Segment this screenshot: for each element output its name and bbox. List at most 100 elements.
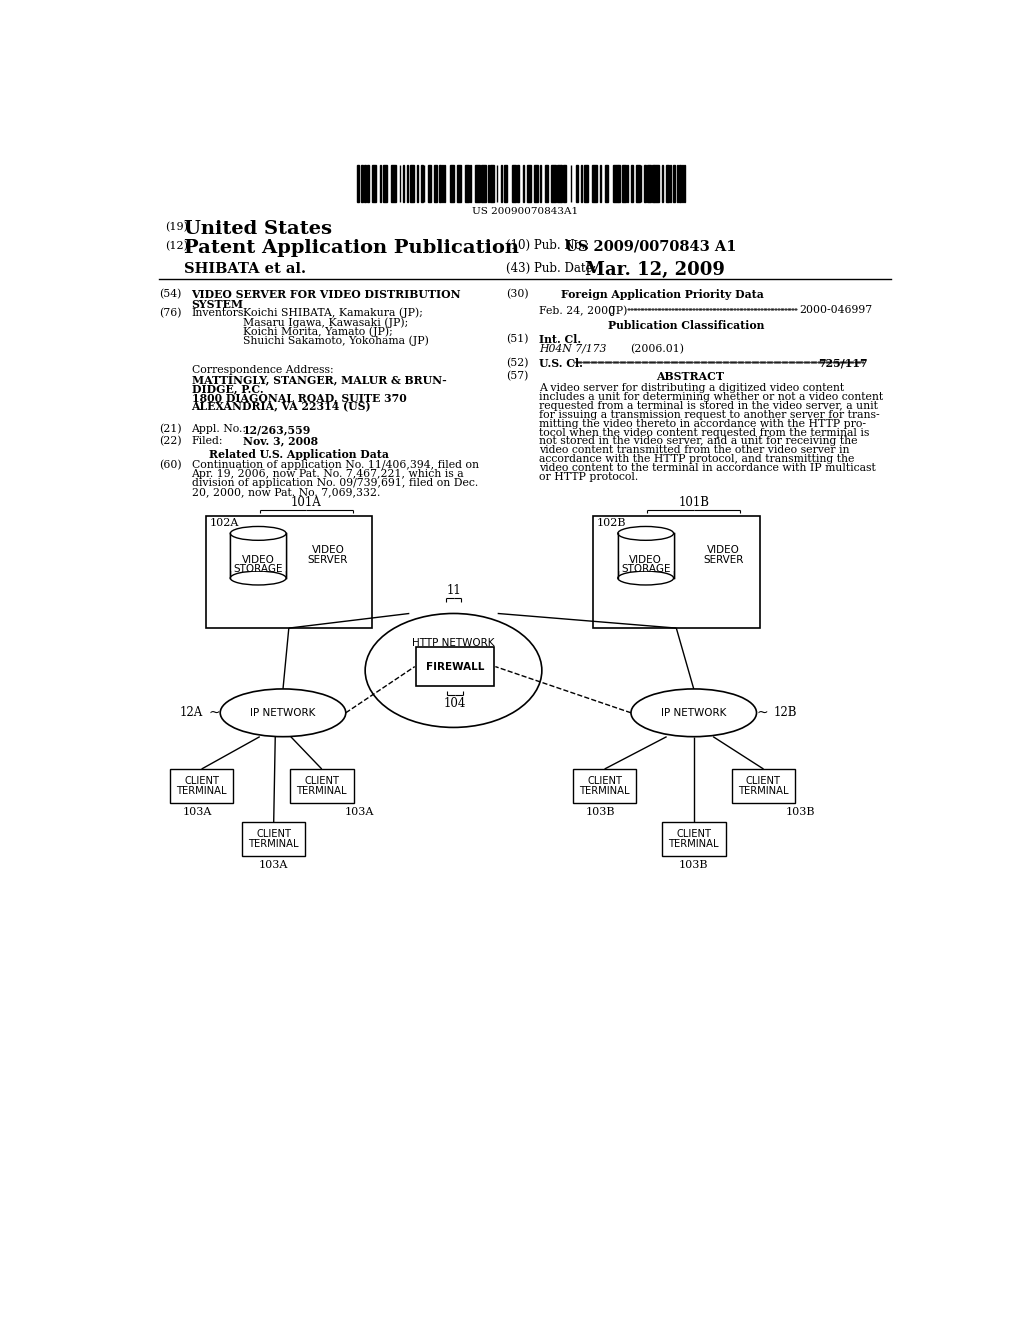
- Text: SYSTEM: SYSTEM: [191, 298, 244, 310]
- Text: IP NETWORK: IP NETWORK: [250, 708, 315, 718]
- Text: Mar. 12, 2009: Mar. 12, 2009: [586, 261, 725, 279]
- Bar: [592, 165, 597, 202]
- Text: 11: 11: [446, 583, 461, 597]
- Bar: [383, 165, 387, 202]
- Ellipse shape: [617, 527, 674, 540]
- Text: requested from a terminal is stored in the video server, a unit: requested from a terminal is stored in t…: [539, 401, 878, 411]
- Ellipse shape: [230, 527, 286, 540]
- Text: ~: ~: [757, 706, 769, 719]
- Bar: [526, 165, 530, 202]
- Text: Koichi Morita, Yamato (JP);: Koichi Morita, Yamato (JP);: [243, 326, 392, 337]
- Text: VIDEO: VIDEO: [707, 545, 739, 556]
- Text: ~: ~: [208, 706, 220, 719]
- Text: Continuation of application No. 11/406,394, filed on: Continuation of application No. 11/406,3…: [191, 461, 478, 470]
- Text: (51): (51): [506, 334, 528, 345]
- Bar: [230, 527, 286, 572]
- Bar: [540, 165, 542, 202]
- Bar: [410, 165, 414, 202]
- Bar: [585, 165, 588, 202]
- Text: TERMINAL: TERMINAL: [580, 785, 630, 796]
- Text: Appl. No.:: Appl. No.:: [191, 424, 247, 434]
- Bar: [481, 165, 486, 202]
- Text: VIDEO: VIDEO: [311, 545, 344, 556]
- Bar: [380, 165, 381, 202]
- Text: ABSTRACT: ABSTRACT: [656, 371, 724, 381]
- Text: or HTTP protocol.: or HTTP protocol.: [539, 471, 638, 482]
- Ellipse shape: [220, 689, 346, 737]
- Text: United States: United States: [183, 220, 332, 238]
- Text: 103B: 103B: [786, 807, 815, 817]
- Bar: [684, 165, 685, 202]
- Bar: [557, 165, 560, 202]
- Bar: [475, 165, 480, 202]
- Ellipse shape: [366, 614, 542, 727]
- Bar: [673, 165, 675, 202]
- Bar: [593, 516, 760, 628]
- Bar: [391, 165, 396, 202]
- Bar: [545, 165, 548, 202]
- Text: mitting the video thereto in accordance with the HTTP pro-: mitting the video thereto in accordance …: [539, 418, 865, 429]
- Bar: [356, 165, 359, 202]
- Text: 12B: 12B: [773, 706, 797, 719]
- Bar: [563, 165, 566, 202]
- Text: 1800 DIAGONAL ROAD, SUITE 370: 1800 DIAGONAL ROAD, SUITE 370: [191, 392, 407, 404]
- Text: MATTINGLY, STANGER, MALUR & BRUN-: MATTINGLY, STANGER, MALUR & BRUN-: [191, 374, 446, 385]
- Bar: [617, 527, 674, 572]
- Text: (43) Pub. Date:: (43) Pub. Date:: [506, 263, 597, 276]
- Text: U.S. Cl.: U.S. Cl.: [539, 358, 583, 368]
- Bar: [417, 647, 494, 686]
- Text: 12A: 12A: [180, 706, 203, 719]
- Bar: [367, 165, 369, 202]
- Text: 725/117: 725/117: [818, 358, 868, 368]
- Bar: [666, 165, 669, 202]
- Bar: [450, 165, 454, 202]
- Text: 103A: 103A: [259, 859, 289, 870]
- Text: STORAGE: STORAGE: [233, 564, 283, 574]
- Text: 103A: 103A: [183, 807, 212, 817]
- Bar: [421, 165, 423, 202]
- Text: Nov. 3, 2008: Nov. 3, 2008: [243, 436, 317, 446]
- Bar: [512, 165, 516, 202]
- Text: Patent Application Publication: Patent Application Publication: [183, 239, 519, 257]
- Bar: [572, 770, 636, 803]
- Text: (76): (76): [159, 308, 181, 318]
- Text: IP NETWORK: IP NETWORK: [662, 708, 726, 718]
- Text: STORAGE: STORAGE: [621, 564, 671, 574]
- Text: VIDEO: VIDEO: [242, 554, 274, 565]
- Text: (30): (30): [506, 289, 528, 300]
- Text: (22): (22): [159, 436, 181, 446]
- Text: 2000-046997: 2000-046997: [799, 305, 872, 315]
- Text: SERVER: SERVER: [703, 554, 743, 565]
- Text: accordance with the HTTP protocol, and transmitting the: accordance with the HTTP protocol, and t…: [539, 454, 854, 465]
- Text: Int. Cl.: Int. Cl.: [539, 334, 581, 345]
- Text: TERMINAL: TERMINAL: [297, 785, 347, 796]
- Bar: [535, 165, 539, 202]
- Text: (57): (57): [506, 371, 528, 381]
- Text: Koichi SHIBATA, Kamakura (JP);: Koichi SHIBATA, Kamakura (JP);: [243, 308, 423, 318]
- Text: VIDEO: VIDEO: [630, 554, 663, 565]
- Bar: [732, 770, 796, 803]
- Bar: [618, 165, 620, 202]
- Text: US 2009/0070843 A1: US 2009/0070843 A1: [565, 239, 736, 253]
- Text: CLIENT: CLIENT: [587, 776, 623, 787]
- Text: (52): (52): [506, 358, 528, 368]
- Bar: [206, 516, 372, 628]
- Ellipse shape: [230, 572, 286, 585]
- Text: Inventors:: Inventors:: [191, 308, 248, 318]
- Bar: [372, 165, 376, 202]
- Bar: [644, 165, 646, 202]
- Bar: [654, 165, 659, 202]
- Text: SERVER: SERVER: [308, 554, 348, 565]
- Text: Masaru Igawa, Kawasaki (JP);: Masaru Igawa, Kawasaki (JP);: [243, 317, 408, 327]
- Text: Foreign Application Priority Data: Foreign Application Priority Data: [561, 289, 764, 301]
- Bar: [443, 165, 445, 202]
- Bar: [623, 165, 626, 202]
- Text: video content transmitted from the other video server in: video content transmitted from the other…: [539, 445, 849, 455]
- Bar: [417, 165, 418, 202]
- Text: Feb. 24, 2000: Feb. 24, 2000: [539, 305, 614, 315]
- Text: Publication Classification: Publication Classification: [608, 321, 764, 331]
- Text: CLIENT: CLIENT: [746, 776, 781, 787]
- Bar: [439, 165, 440, 202]
- Bar: [170, 770, 233, 803]
- Text: 102A: 102A: [209, 517, 239, 528]
